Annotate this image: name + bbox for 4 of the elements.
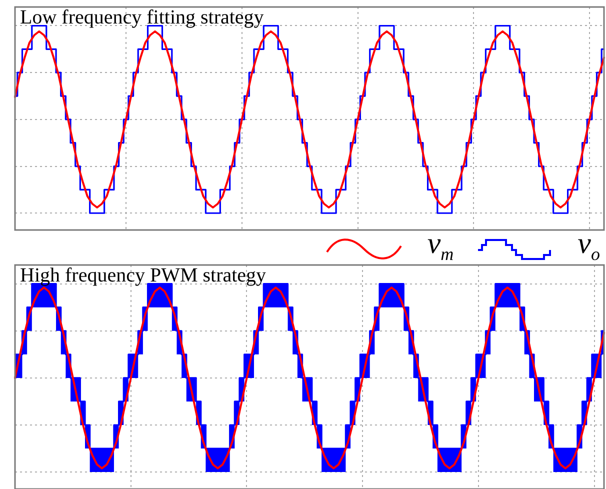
legend-label: v$_{o}$ (578, 227, 600, 266)
legend-label: v$_{m}$ (427, 227, 454, 266)
chart-title: Low frequency fitting strategy (20, 6, 264, 28)
chart-title: High frequency PWM strategy (20, 264, 266, 286)
